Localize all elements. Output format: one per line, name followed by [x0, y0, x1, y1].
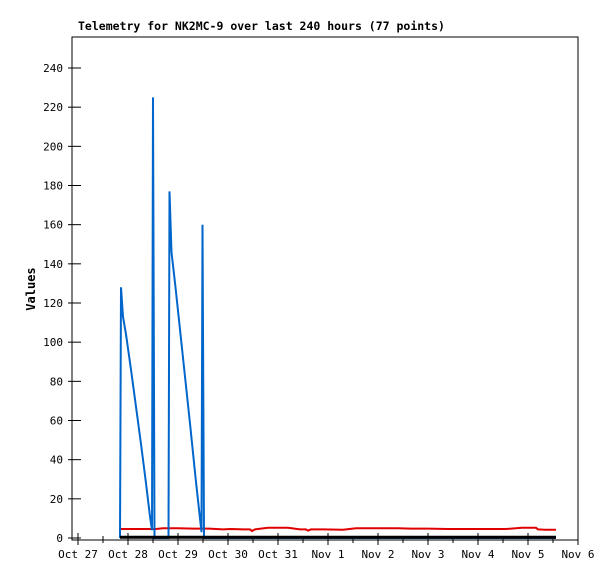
y-tick-label: 220 — [43, 101, 63, 114]
y-axis-ticks: 0 20 40 60 80 100 120 140 160 180 200 220 240 — [43, 62, 81, 545]
y-tick-label: 0 — [56, 532, 63, 545]
x-tick-label: Oct 30 — [208, 548, 248, 561]
y-tick-label: 40 — [50, 454, 63, 467]
y-tick-label: 160 — [43, 219, 63, 232]
x-tick-label: Nov 4 — [461, 548, 494, 561]
x-axis-ticks: Oct 27 Oct 28 Oct 29 Oct 30 Oct 31 Nov 1 Nov 2… — [58, 533, 595, 561]
chart-title: Telemetry for NK2MC-9 over last 240 hour… — [78, 19, 445, 33]
x-tick-label: Nov 2 — [361, 548, 394, 561]
x-tick-label: Nov 5 — [511, 548, 544, 561]
y-tick-label: 200 — [43, 140, 63, 153]
y-tick-label: 20 — [50, 493, 63, 506]
telemetry-channel-blue-line — [119, 97, 556, 539]
y-tick-label: 120 — [43, 297, 63, 310]
telemetry-channel-red-line — [120, 526, 556, 533]
x-tick-label: Oct 29 — [158, 548, 198, 561]
x-tick-label: Oct 28 — [108, 548, 148, 561]
x-tick-label: Nov 1 — [311, 548, 344, 561]
x-tick-label: Nov 6 — [561, 548, 594, 561]
y-tick-label: 140 — [43, 258, 63, 271]
y-tick-label: 80 — [50, 375, 63, 388]
plot-border — [71, 36, 579, 541]
x-tick-label: Oct 31 — [258, 548, 298, 561]
y-tick-label: 60 — [50, 415, 63, 428]
y-tick-label: 180 — [43, 180, 63, 193]
x-tick-label: Oct 27 — [58, 548, 98, 561]
x-tick-label: Nov 3 — [411, 548, 444, 561]
y-tick-label: 240 — [43, 62, 63, 75]
y-tick-label: 100 — [43, 336, 63, 349]
